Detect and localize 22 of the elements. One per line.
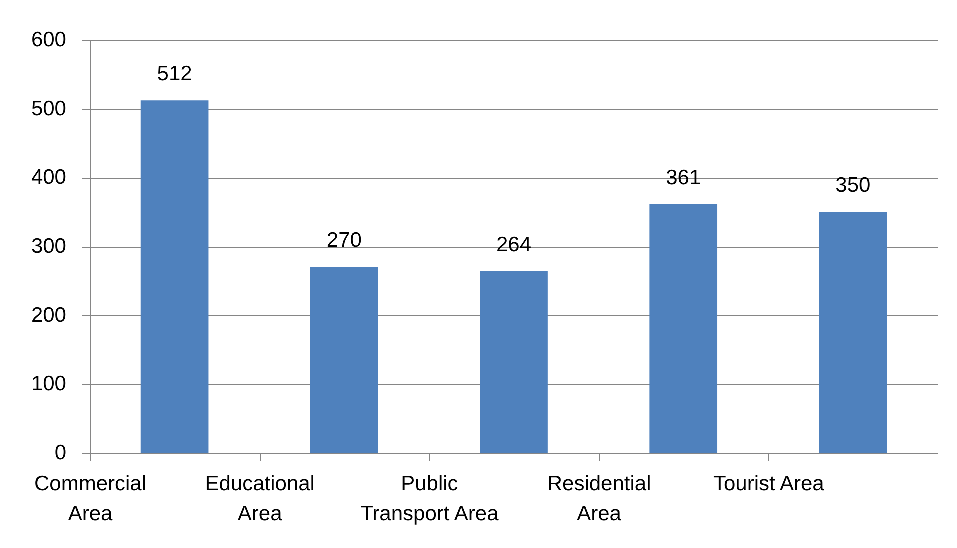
- bar: [310, 267, 378, 453]
- y-tick-label: 100: [31, 372, 66, 396]
- data-label: 264: [496, 233, 532, 256]
- y-tick-label: 400: [31, 166, 66, 190]
- x-tick-label: Educational Area: [205, 472, 315, 526]
- y-tick-label: 600: [31, 28, 66, 52]
- data-label: 512: [157, 62, 192, 86]
- y-tick-label: 500: [31, 97, 66, 120]
- bar: [480, 271, 548, 453]
- x-tick-label: Residential Area: [547, 472, 652, 526]
- y-tick-label: 200: [31, 304, 66, 327]
- data-label: 350: [836, 174, 871, 198]
- data-label: 270: [326, 229, 362, 252]
- y-tick-label: 300: [31, 235, 66, 258]
- bar: [140, 100, 209, 453]
- bar: [650, 204, 718, 453]
- bar: [819, 212, 888, 453]
- x-tick-label: Public Transport Area: [360, 472, 500, 526]
- x-tick-label: Commercial Area: [34, 472, 147, 526]
- y-tick-label: 0: [54, 442, 66, 464]
- data-label: 361: [666, 166, 702, 190]
- x-tick-label: Tourist Area: [713, 472, 825, 496]
